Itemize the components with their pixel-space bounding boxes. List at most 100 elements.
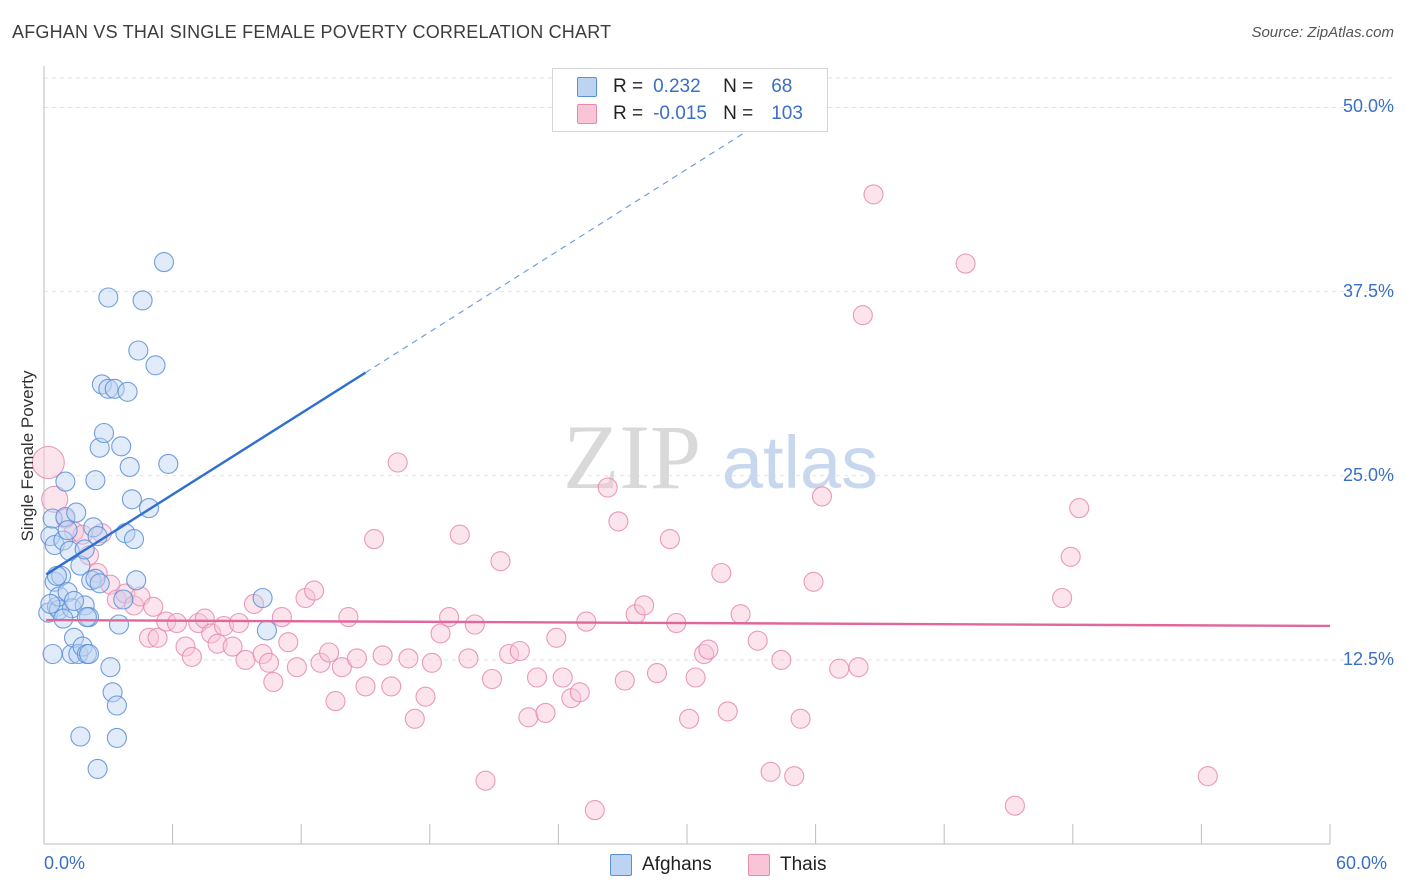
data-point-thais (31, 445, 65, 480)
data-point-thais (372, 645, 393, 666)
data-point-afghans (108, 614, 130, 635)
data-point-afghans (126, 570, 147, 591)
data-point-thais (201, 623, 222, 644)
data-point-thais (143, 596, 164, 617)
legend-swatch-thais (577, 104, 597, 124)
data-point-thais (784, 766, 805, 787)
data-point-afghans (63, 590, 85, 611)
data-point-thais (760, 761, 781, 782)
data-point-thais (138, 627, 160, 648)
data-point-thais (614, 670, 635, 691)
data-point-thais (346, 648, 367, 669)
data-point-thais (421, 652, 442, 673)
data-point-thais (166, 612, 187, 634)
data-point-thais (848, 657, 869, 678)
data-point-thais (175, 636, 196, 657)
data-point-thais (747, 630, 768, 651)
data-point-afghans (46, 565, 67, 586)
data-point-afghans (102, 682, 123, 703)
data-point-thais (1197, 766, 1218, 787)
data-point-afghans (132, 290, 153, 311)
data-point-afghans (42, 643, 63, 665)
data-point-thais (526, 667, 548, 688)
trend-extension-afghans (365, 114, 774, 374)
data-point-afghans (40, 593, 61, 614)
data-point-thais (509, 640, 530, 662)
data-point-afghans (87, 758, 108, 779)
watermark-zip: ZIP (563, 406, 701, 508)
data-point-thais (679, 708, 700, 729)
data-point-thais (263, 671, 284, 693)
data-point-thais (597, 477, 618, 498)
data-point-thais (829, 658, 850, 679)
y-axis-label: Single Female Poverty (18, 370, 37, 542)
legend-swatch-afghans (577, 77, 597, 97)
axes (43, 66, 1331, 845)
data-point-thais (207, 633, 228, 654)
data-point-thais (222, 636, 243, 657)
data-point-thais (364, 529, 385, 550)
data-point-thais (458, 648, 479, 669)
data-point-thais (147, 627, 168, 648)
y-tick-label: 50.0% (1342, 96, 1394, 117)
data-point-afghans (123, 529, 145, 550)
data-point-afghans (106, 727, 127, 748)
data-point-thais (1060, 546, 1081, 567)
legend-n-value-afghans: 68 (771, 76, 793, 97)
data-point-thais (404, 708, 425, 729)
data-point-afghans (256, 620, 277, 641)
legend-r-value-thais: -0.015 (653, 103, 707, 124)
data-point-afghans (117, 381, 138, 402)
data-point-thais (730, 604, 751, 625)
data-point-thais (659, 529, 680, 550)
legend-n-label: N = (723, 76, 754, 97)
data-point-thais (584, 800, 605, 821)
data-point-thais (464, 614, 485, 635)
data-point-thais (811, 486, 833, 507)
data-point-afghans (63, 627, 85, 648)
data-point-thais (481, 668, 503, 690)
data-point-thais (439, 607, 460, 628)
data-point-thais (771, 649, 792, 670)
data-point-thais (790, 708, 811, 729)
correlation-legend: R = 0.232 N = 68 R = -0.015 N = 103 (552, 68, 828, 132)
data-point-thais (295, 587, 316, 609)
data-point-thais (271, 607, 292, 628)
data-point-thais (634, 595, 655, 616)
data-point-afghans (104, 378, 125, 399)
bottom-legend-swatch-afghans (610, 854, 632, 876)
data-point-afghans (61, 598, 82, 619)
data-point-thais (646, 663, 668, 684)
data-point-afghans (55, 471, 76, 492)
data-point-thais (415, 686, 436, 707)
data-point-thais (304, 580, 325, 601)
legend-n-value-thais: 103 (771, 103, 803, 124)
data-point-afghans (70, 726, 91, 747)
legend-n-label: N = (723, 103, 754, 124)
data-point-thais (535, 702, 556, 723)
legend-r-label: R = (613, 103, 644, 124)
data-point-thais (546, 627, 567, 648)
legend-row-afghans: R = 0.232 N = 68 (577, 74, 792, 100)
data-point-afghans (119, 456, 140, 477)
data-point-thais (381, 676, 402, 697)
data-point-thais (181, 646, 202, 667)
data-point-thais (717, 701, 738, 722)
x-tick-min: 0.0% (44, 853, 86, 873)
watermark: ZIP atlas (563, 406, 878, 508)
data-point-thais (955, 253, 976, 274)
bottom-legend-thais: Thais (748, 852, 826, 878)
data-point-afghans (70, 555, 91, 576)
data-point-thais (852, 305, 873, 326)
data-point-thais (1069, 498, 1090, 519)
data-point-afghans (128, 340, 149, 361)
trend-lines (45, 114, 1331, 628)
data-point-thais (490, 551, 511, 572)
data-point-afghans (153, 252, 175, 273)
data-point-thais (430, 623, 451, 644)
legend-r-label: R = (613, 76, 644, 97)
data-point-afghans (53, 608, 74, 629)
data-point-afghans (93, 422, 115, 444)
data-point-thais (338, 607, 359, 628)
data-point-afghans (57, 520, 78, 541)
